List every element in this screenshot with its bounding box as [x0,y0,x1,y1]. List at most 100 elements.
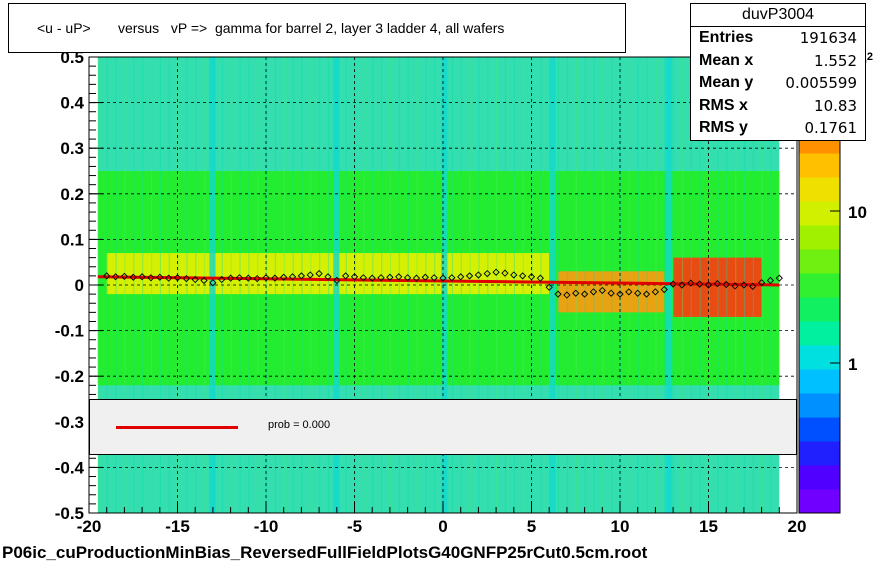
profile-point [120,272,129,280]
fit-line [97,275,780,287]
heat-stripe [513,57,515,513]
profile-point [103,272,111,280]
heat-stripe [416,57,418,513]
profile-point [669,280,677,288]
stats-row-mean-x: Mean x 1.552 [699,51,857,70]
profile-point [704,281,713,289]
palette-swatch [799,417,840,442]
profile-point [342,272,350,280]
heat-stripe [602,57,604,513]
y-tick-label: 0 [75,276,84,295]
profile-point [439,274,447,282]
profile-point [244,274,252,282]
stats-box: duvP3004 Entries 191634 Mean x 1.552 Mean … [690,3,866,141]
heat-band-3 [558,271,665,313]
heat-stripe [310,57,312,513]
heat-stripe [230,57,232,513]
heat-stripe [142,57,144,513]
profile-point [271,274,279,282]
profile-point [218,275,226,284]
profile-point [510,271,518,279]
y-tick-label: 0.2 [60,185,84,204]
profile-point [642,290,651,298]
heat-stripe [248,57,250,513]
heat-stripe [195,57,197,513]
heat-stripe [496,57,498,513]
palette-swatch [799,201,840,226]
palette-swatch [799,249,840,274]
stats-histogram-name: duvP3004 [691,4,865,27]
palette-swatch [799,297,840,322]
z-tick-label: 1 [848,355,857,374]
axes: -20 -15 -10 -5 0 5 10 15 20 -0.5 -0.4 -0.3 -0.2 -0.1 0… [55,48,807,536]
profile-point [235,274,244,282]
x-tick-label: 10 [611,517,630,536]
profile-point [430,274,438,282]
profile-point [165,274,173,282]
profile-point [306,271,314,279]
profile-point [253,274,261,283]
profile-point [111,273,120,281]
y-tick-label: -0.5 [55,504,84,523]
heat-stripe [531,57,533,513]
profile-point [209,279,217,287]
stats-row-rms-y: RMS y 0.1761 [699,119,857,137]
profile-point [598,286,606,295]
profile-point [403,274,412,282]
profile-point [660,285,668,294]
profile-point [191,275,199,284]
profile-point [722,280,730,289]
fit-prob-label: prob = 0.000 [268,419,331,431]
heat-stripe [177,57,179,513]
profile-point [386,273,394,281]
palette-swatch [799,177,840,202]
heat-stripe [363,57,365,513]
profile-point [147,274,155,282]
y-tick-label: 0.3 [60,139,84,158]
profile-point [377,274,385,282]
plot-area [89,57,797,513]
x-tick-label: 0 [438,517,447,536]
heat-stripe [159,57,161,513]
heat-stripe [566,57,569,513]
profile-point [775,274,783,282]
profile-point [465,272,474,280]
profile-point [687,279,695,287]
title-rest: versus vP => gamma for barrel 2, layer 3… [117,20,505,36]
chart-title: <u - uP> versus vP => gamma for barrel 2… [8,3,626,53]
profile-point [492,268,500,276]
y-tick-label: 0.1 [60,230,84,249]
profile-point [200,276,208,285]
profile-point [288,273,297,281]
profile-point [182,274,190,283]
x-tick-label: 15 [699,517,718,536]
profile-point [572,289,580,297]
profile-point [678,281,686,289]
profile-point [315,269,323,278]
palette-swatch [799,465,840,490]
heat-stripe [381,57,383,513]
x-tick-label: -15 [165,517,190,536]
profile-point [731,282,739,290]
y-tick-label: -0.4 [55,458,85,477]
profile-point [368,274,376,282]
profile-point [262,274,270,282]
heat-band-4 [673,257,762,317]
z-tick-label: 10 [848,203,867,222]
heat-stripe [620,57,622,513]
profile-point [226,274,235,282]
profile-point [359,274,367,282]
palette-swatch [799,393,840,418]
file-name-footer: P06ic_cuProductionMinBias_ReversedFullFi… [2,543,648,562]
profile-point [580,290,589,298]
palette-swatch [799,225,840,250]
profile-point [527,273,536,281]
heat-stripe [637,57,639,513]
heat-stripe [584,57,586,513]
profile-point [740,281,748,289]
palette-swatch [799,489,840,514]
profile-point [395,273,403,281]
profile-point [651,288,660,296]
profile-point [713,279,721,288]
